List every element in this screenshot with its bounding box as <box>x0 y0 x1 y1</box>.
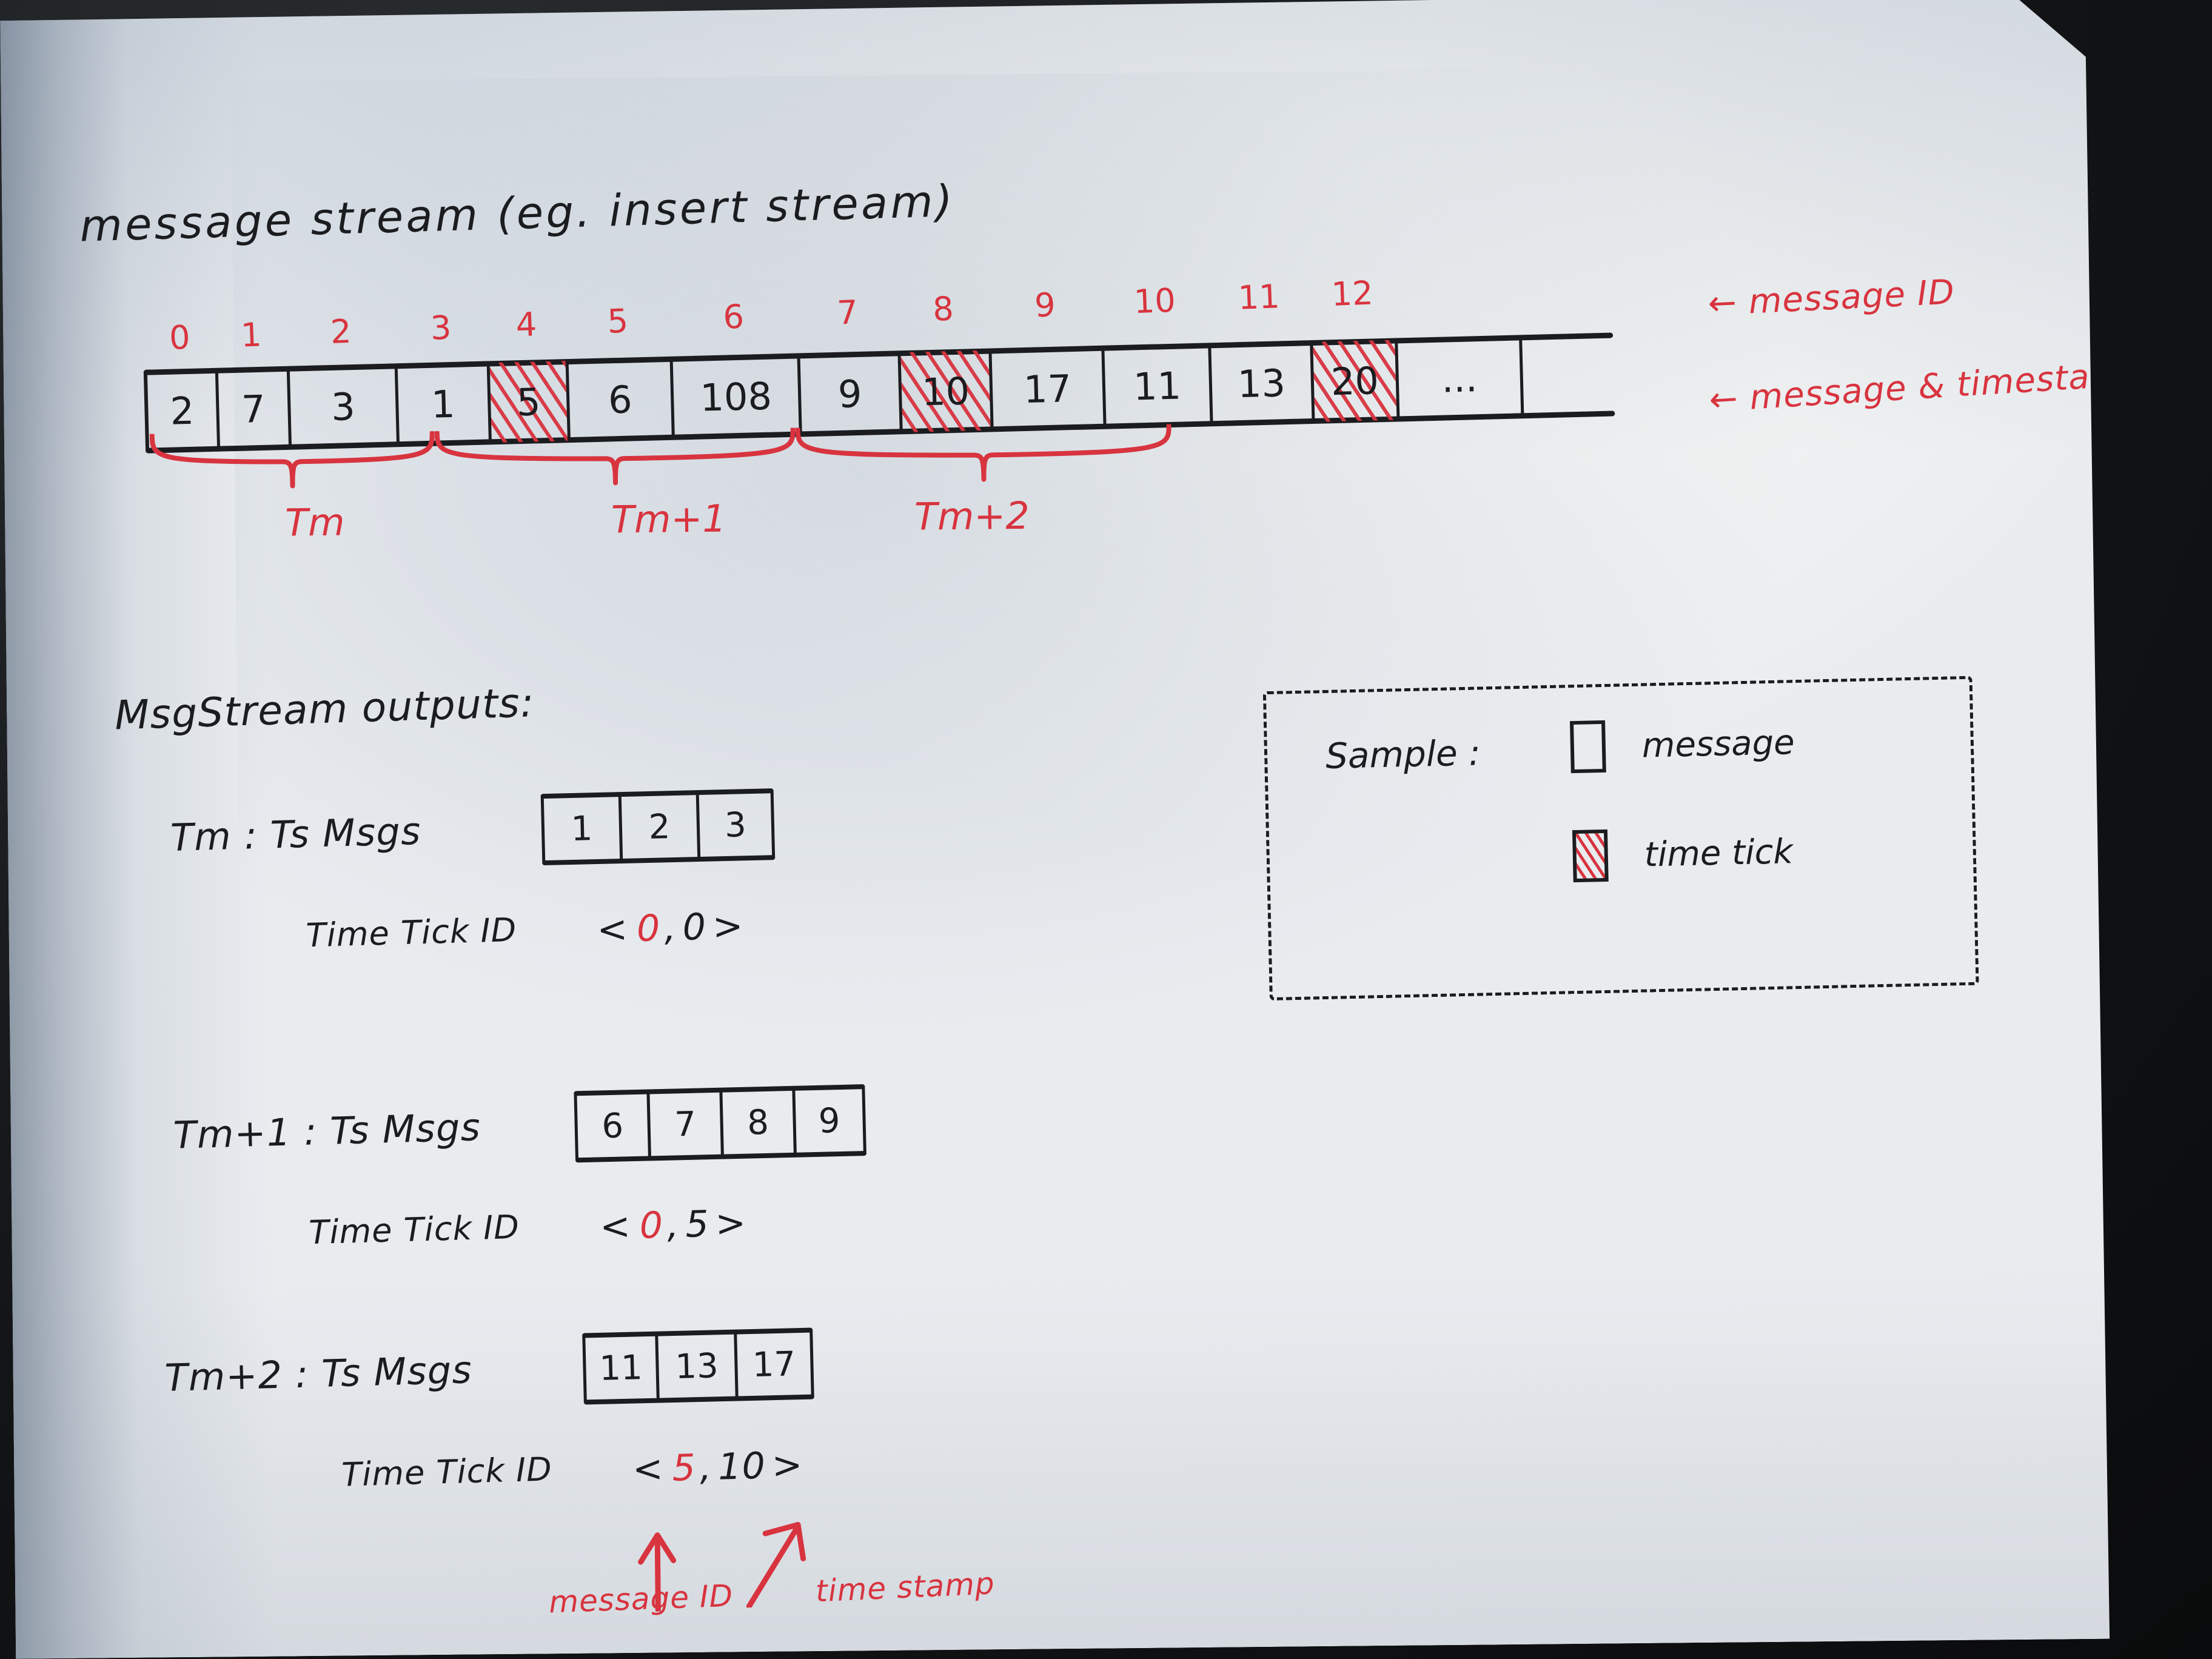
output-msg-cell: 3 <box>696 790 776 860</box>
timetick-id-value: <0, 5 > <box>599 1202 747 1248</box>
outputs-heading: MsgStream outputs: <box>114 679 535 739</box>
output-msg-cell: 9 <box>792 1086 866 1156</box>
stream-index-7: 7 <box>836 293 859 332</box>
brace-Tmplus1 <box>435 427 796 489</box>
timetick-id-value: <0, 0 > <box>597 905 745 951</box>
timetick-id-label: Time Tick ID <box>305 910 517 955</box>
timetick-open-bracket: < <box>596 908 629 951</box>
stream-cell-value: 13 <box>1237 360 1286 406</box>
legend-box: Sample : message time tick <box>1263 676 1979 1000</box>
stream-cell-value: 11 <box>1133 363 1182 409</box>
output-msg-cell: 8 <box>719 1088 794 1158</box>
stream-cell-message: ... <box>1395 337 1524 420</box>
stream-index-0: 0 <box>169 318 191 357</box>
output-msg-cell: 7 <box>646 1090 721 1159</box>
stream-cell-value: 3 <box>330 384 356 429</box>
output-group-label: Tm : Ts Msgs <box>170 808 422 860</box>
output-msg-cell: 13 <box>655 1332 736 1401</box>
stream-index-4: 4 <box>515 305 538 344</box>
stream-index-8: 8 <box>932 289 954 329</box>
timetick-message-id: 0 <box>638 1204 665 1247</box>
brace-Tm <box>150 431 435 492</box>
page-title: message stream (eg. insert stream) <box>79 175 956 252</box>
stream-index-2: 2 <box>329 312 352 352</box>
stream-index-12: 12 <box>1330 273 1374 314</box>
stream-index-11: 11 <box>1237 277 1281 317</box>
output-msg-box: 11 13 17 <box>582 1330 814 1403</box>
callout-label-message-id: message ID <box>548 1578 734 1620</box>
up-arrow-message-id-icon <box>633 1526 706 1612</box>
brace-label-Tm: Tm <box>284 500 345 545</box>
stream-cell-value: 9 <box>837 371 863 417</box>
legend-title: Sample : <box>1325 732 1481 777</box>
stream-index-6: 6 <box>722 297 745 337</box>
stream-cell-message: 13 <box>1208 342 1312 424</box>
timetick-comma: , <box>699 1446 713 1489</box>
stream-cell-value: 108 <box>699 374 773 420</box>
timetick-id-label: Time Tick ID <box>308 1207 520 1252</box>
stream-cell-message: 11 <box>1101 344 1210 427</box>
stream-cell-value: 5 <box>516 379 541 424</box>
output-group-label: Tm+2 : Ts Msgs <box>164 1347 473 1400</box>
output-group-label: Tm+1 : Ts Msgs <box>172 1105 481 1158</box>
timetick-comma: , <box>666 1204 680 1247</box>
annotation-message-timestamp: ← message & timestamp <box>1708 354 2147 420</box>
stream-index-3: 3 <box>429 308 452 347</box>
timetick-close-bracket: > <box>712 905 745 948</box>
stream-index-9: 9 <box>1034 286 1056 325</box>
timetick-message-id: 0 <box>636 907 662 950</box>
stream-index-10: 10 <box>1133 281 1176 321</box>
stream-cell-value: ... <box>1441 355 1478 401</box>
stream-index-5: 5 <box>606 301 629 341</box>
output-msg-cell: 11 <box>582 1333 657 1403</box>
timetick-comma: , <box>663 907 677 950</box>
legend-item-time-tick: time tick <box>1572 825 1794 882</box>
brace-Tmplus2 <box>796 424 1172 486</box>
stream-braces: Tm Tm+1 Tm+2 <box>126 420 1630 513</box>
legend-item-message: message <box>1570 716 1795 773</box>
output-msg-cell: 2 <box>618 792 698 862</box>
timetick-timestamp: 5 <box>685 1202 710 1246</box>
brace-label-Tmplus2: Tm+2 <box>914 493 1030 539</box>
stream-cell-timetick: 20 <box>1310 340 1396 423</box>
brace-label-Tmplus1: Tm+1 <box>611 496 727 542</box>
output-msg-cell: 1 <box>541 794 620 863</box>
timetick-message-id: 5 <box>671 1446 697 1490</box>
stream-cell-message: 9 <box>797 352 899 435</box>
legend-rows: message time tick <box>1266 679 1969 694</box>
stream-cell-value: 17 <box>1023 366 1072 412</box>
timetick-id-value: <5, 10 > <box>632 1444 803 1491</box>
message-swatch-icon <box>1570 720 1606 773</box>
stream-cell-value: 20 <box>1330 358 1379 404</box>
stream-cell-value: 6 <box>608 377 633 422</box>
timetick-open-bracket: < <box>599 1205 632 1248</box>
timetick-close-bracket: > <box>714 1202 748 1245</box>
output-msg-cell: 17 <box>734 1330 814 1399</box>
legend-item-label: message <box>1641 722 1795 766</box>
stream-cell-message: 17 <box>988 347 1103 431</box>
stream-index-1: 1 <box>240 315 263 355</box>
annotation-message-id: ← message ID <box>1707 272 1956 324</box>
timetick-id-label: Time Tick ID <box>341 1450 553 1494</box>
stream-cell-value: 2 <box>169 388 195 434</box>
stream-cell-message: 108 <box>670 355 799 438</box>
timetick-timestamp: 10 <box>717 1444 766 1489</box>
timetick-timestamp: 0 <box>682 905 708 949</box>
timetick-open-bracket: < <box>632 1447 665 1491</box>
stream-cell-value: 10 <box>921 368 970 414</box>
stream-cell-value: 1 <box>431 381 456 427</box>
output-msg-cell: 6 <box>574 1091 648 1161</box>
timetick-close-bracket: > <box>771 1443 804 1487</box>
paper-shading-bottom <box>12 1262 2174 1659</box>
stream-cell-value: 7 <box>241 386 266 432</box>
legend-item-label: time tick <box>1644 831 1794 875</box>
callout-label-timestamp: time stamp <box>814 1566 996 1609</box>
stream-cell-timetick: 10 <box>897 350 990 433</box>
timetick-swatch-icon <box>1572 830 1609 882</box>
up-arrow-timestamp-icon <box>730 1516 852 1608</box>
